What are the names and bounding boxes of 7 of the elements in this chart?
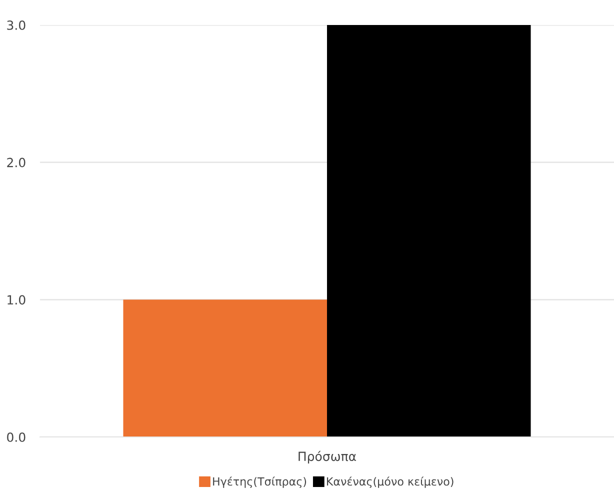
legend-label: Κανένας(μόνο κείμενο) [326,476,454,488]
y-tick-label: 0.0 [7,432,26,442]
y-tick-label: 3.0 [7,20,26,30]
y-tick-label: 2.0 [7,158,26,168]
y-tick-label: 1.0 [8,295,26,305]
x-tick-label: Πρόσωπα [298,450,356,464]
legend-label: Ηγέτης(Τσίπρας) [213,476,306,488]
